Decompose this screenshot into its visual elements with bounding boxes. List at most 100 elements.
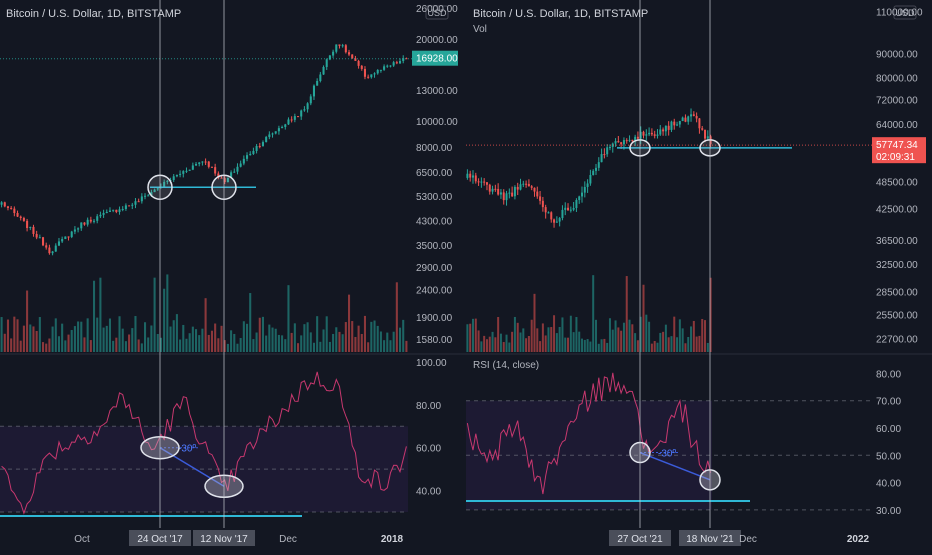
candle-body <box>379 69 382 71</box>
date-marker-badge[interactable] <box>129 530 191 546</box>
rsi-tick-label: 60.00 <box>876 424 901 435</box>
candle-body <box>182 171 185 174</box>
volume-bar <box>367 342 370 352</box>
price-tick-label: 8000.00 <box>416 143 453 154</box>
volume-bar <box>581 338 584 352</box>
volume-bar <box>80 321 83 352</box>
candle-body <box>108 210 112 212</box>
candle-body <box>35 233 38 238</box>
volume-bar <box>539 341 542 352</box>
volume-bar <box>201 328 204 352</box>
date-marker-badge[interactable] <box>609 530 671 546</box>
candle-body <box>398 60 402 64</box>
volume-bar <box>194 329 198 352</box>
candle-body <box>57 241 61 246</box>
volume-bar <box>511 331 514 352</box>
date-marker-badge[interactable] <box>679 530 741 546</box>
last-price-badge <box>872 137 926 164</box>
candle-body <box>99 214 102 217</box>
candle-body <box>367 76 370 78</box>
candle-body <box>628 139 631 141</box>
candle-body <box>332 51 335 56</box>
candle-body <box>572 208 575 210</box>
volume-bar <box>533 293 536 352</box>
candle-body <box>274 131 277 134</box>
volume-bar <box>147 337 150 352</box>
right-chart-title: Bitcoin / U.S. Dollar, 1D, BITSTAMP <box>473 8 648 20</box>
candle-body <box>485 182 488 185</box>
candle-body <box>690 114 693 117</box>
candle-body <box>589 175 592 184</box>
volume-bar <box>687 336 690 352</box>
candle-body <box>622 140 625 145</box>
volume-bar <box>306 322 309 352</box>
candle-body <box>54 245 57 252</box>
volume-bar <box>480 341 483 352</box>
countdown-value: 02:09:31 <box>876 152 915 163</box>
volume-bar <box>681 328 684 352</box>
volume-bar <box>469 323 472 352</box>
volume-bar <box>220 325 223 352</box>
volume-bar <box>182 324 185 352</box>
volume-bar <box>594 319 597 352</box>
candle-body <box>695 115 698 119</box>
candle-body <box>249 153 252 156</box>
candle-body <box>558 218 561 222</box>
candle-body <box>402 58 405 61</box>
volume-bar <box>121 328 124 352</box>
volume-bar <box>564 337 567 352</box>
candle-body <box>41 237 45 246</box>
date-marker-label: 27 Oct '21 <box>617 534 663 545</box>
candle-body <box>474 175 477 182</box>
volume-bar <box>233 333 236 352</box>
rsi-divergence-line <box>159 447 225 487</box>
candle-body <box>341 45 344 47</box>
candle-body <box>73 229 76 232</box>
volume-bar <box>303 324 306 352</box>
candle-body <box>386 65 389 67</box>
price-tick-label: 64000.00 <box>876 120 918 131</box>
date-marker-badge[interactable] <box>193 530 255 546</box>
candle-body <box>687 116 690 122</box>
volume-bar <box>293 323 296 352</box>
volume-bar <box>656 342 659 352</box>
last-price-value: 16928.00 <box>416 54 458 65</box>
price-tick-label: 2900.00 <box>416 263 453 274</box>
candle-body <box>70 231 73 237</box>
date-marker-label: 24 Oct '17 <box>137 534 183 545</box>
candle-body <box>198 162 201 164</box>
volume-bar <box>344 322 347 352</box>
rsi-tick-label: 30.00 <box>876 506 901 517</box>
candle-body <box>670 121 673 130</box>
candle-body <box>191 165 194 170</box>
volume-bar <box>597 343 600 352</box>
candle-body <box>392 62 395 66</box>
volume-bar <box>347 294 351 352</box>
candle-body <box>664 125 667 132</box>
rsi-tick-label: 80.00 <box>876 369 901 380</box>
candle-body <box>143 195 147 197</box>
rsi-line <box>1 371 407 515</box>
volume-bar <box>309 332 312 352</box>
volume-bar <box>704 320 707 352</box>
volume-bar <box>485 339 488 352</box>
rsi-tick-label: 80.00 <box>416 401 441 412</box>
candle-body <box>312 85 316 97</box>
candle-body <box>80 222 83 229</box>
candle-body <box>147 195 150 197</box>
last-price-value: 57747.34 <box>876 140 918 151</box>
right-currency-badge[interactable] <box>893 5 917 20</box>
candle-body <box>128 205 131 207</box>
candle-body <box>533 187 536 192</box>
left-currency-badge[interactable] <box>425 5 449 20</box>
volume-bar <box>373 320 376 352</box>
volume-bar <box>185 338 188 352</box>
volume-bar <box>508 342 511 352</box>
volume-bar <box>99 277 102 352</box>
volume-bar <box>159 337 163 352</box>
candle-body <box>600 154 603 163</box>
volume-bar <box>341 334 344 352</box>
candle-body <box>124 205 127 209</box>
candle-body <box>347 52 351 55</box>
